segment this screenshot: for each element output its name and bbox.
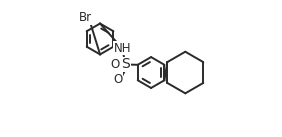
Text: Br: Br: [79, 11, 92, 24]
Text: S: S: [121, 58, 130, 72]
Text: NH: NH: [113, 42, 131, 55]
Text: O: O: [113, 73, 122, 86]
Text: O: O: [111, 58, 120, 71]
